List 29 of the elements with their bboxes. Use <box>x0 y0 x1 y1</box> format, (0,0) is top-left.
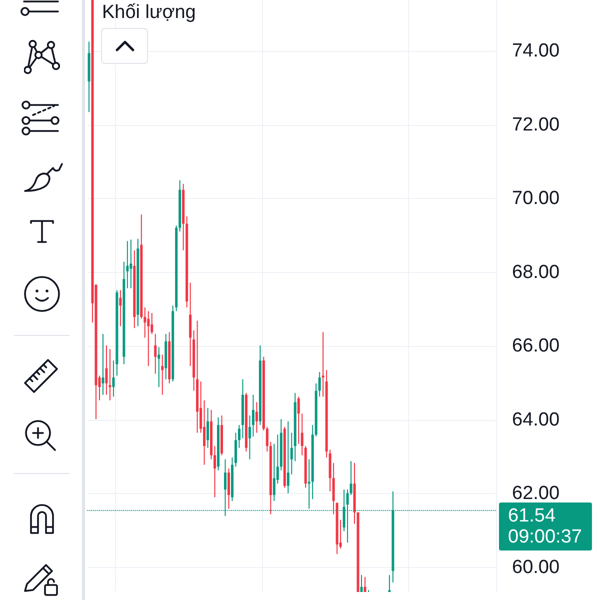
candlestick <box>227 468 230 510</box>
candlestick <box>154 333 157 374</box>
candlestick <box>158 346 160 388</box>
candlestick <box>300 413 304 456</box>
y-tick-label: 74.00 <box>512 40 560 62</box>
candlestick <box>147 310 150 367</box>
y-tick-label: 68.00 <box>512 262 560 283</box>
candlestick <box>255 402 258 434</box>
candlestick <box>161 354 164 396</box>
ref-line-label: 61.54 09:00:37 <box>508 506 582 548</box>
annotation: Khối lượng <box>102 1 196 24</box>
candlestick <box>130 239 132 289</box>
candlestick <box>388 574 391 592</box>
candlestick <box>105 344 108 396</box>
y-tick-label: 70.00 <box>512 188 560 210</box>
y-tick-label: 64.00 <box>512 409 560 430</box>
candlestick <box>297 396 300 444</box>
y-tick-label: 62.00 <box>512 483 560 504</box>
candlestick <box>364 576 366 592</box>
candlestick <box>206 408 210 448</box>
candlestick <box>360 574 363 592</box>
candlestick <box>108 348 112 401</box>
candlestick <box>102 333 104 396</box>
y-tick-label: 66.00 <box>512 336 560 357</box>
candlestick <box>252 394 254 437</box>
candlestick <box>286 420 290 494</box>
y-tick-label: 72.00 <box>512 114 560 136</box>
y-tick-label: 60.00 <box>512 556 560 578</box>
candlestick <box>119 290 122 327</box>
